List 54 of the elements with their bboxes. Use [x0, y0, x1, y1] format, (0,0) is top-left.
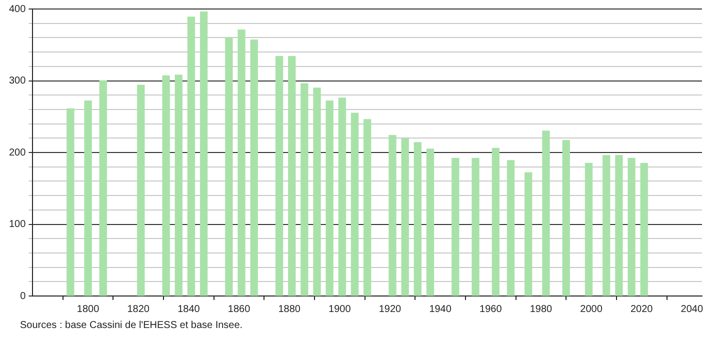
bar — [628, 158, 636, 296]
bar — [300, 83, 308, 296]
bar — [338, 98, 346, 296]
bar — [250, 40, 258, 296]
bar — [350, 112, 359, 296]
bar — [225, 37, 233, 296]
x-tick-label: 1860 — [228, 304, 251, 315]
bar — [313, 88, 321, 296]
bar — [542, 130, 550, 296]
bar — [492, 148, 500, 296]
x-tick-label: 1800 — [76, 304, 100, 315]
y-tick-label: 0 — [20, 290, 26, 302]
bar — [66, 108, 74, 296]
x-tick-label: 1920 — [378, 304, 402, 315]
bar — [562, 140, 570, 296]
bar — [275, 56, 284, 296]
bar — [602, 155, 610, 296]
bar — [288, 56, 296, 296]
y-tick-label: 400 — [8, 4, 26, 15]
bar — [414, 142, 422, 296]
source-note: Sources : base Cassini de l'EHESS et base Insee. — [20, 320, 243, 331]
bar — [238, 29, 246, 296]
bar — [174, 74, 182, 296]
x-tick-label: 1880 — [278, 304, 301, 315]
x-tick-label: 1840 — [178, 304, 200, 315]
bar — [200, 12, 208, 296]
bar — [452, 158, 460, 296]
x-tick-label: 2020 — [630, 304, 654, 315]
bar — [99, 80, 107, 296]
bar — [187, 16, 196, 296]
bar — [426, 148, 434, 296]
bar — [326, 100, 334, 296]
x-tick-label: 1940 — [429, 304, 452, 315]
bar — [388, 134, 396, 296]
x-tick-label: 1960 — [480, 304, 502, 315]
bar — [615, 155, 623, 296]
y-tick-label: 300 — [8, 76, 26, 86]
bar — [584, 162, 593, 296]
bar — [472, 158, 480, 296]
y-tick-label: 200 — [8, 147, 26, 158]
x-tick-label: 2040 — [680, 304, 704, 315]
bar — [84, 100, 92, 296]
bar — [137, 84, 145, 296]
bar — [364, 119, 372, 296]
x-tick-label: 1900 — [328, 304, 352, 315]
bar — [506, 160, 515, 296]
x-tick-label: 2000 — [580, 304, 603, 315]
bar — [401, 138, 409, 296]
y-tick-label: 100 — [8, 219, 26, 230]
bar — [524, 172, 532, 296]
x-tick-label: 1980 — [530, 304, 553, 315]
bar — [640, 162, 648, 296]
x-tick-label: 1820 — [127, 304, 150, 315]
bar — [162, 75, 170, 296]
